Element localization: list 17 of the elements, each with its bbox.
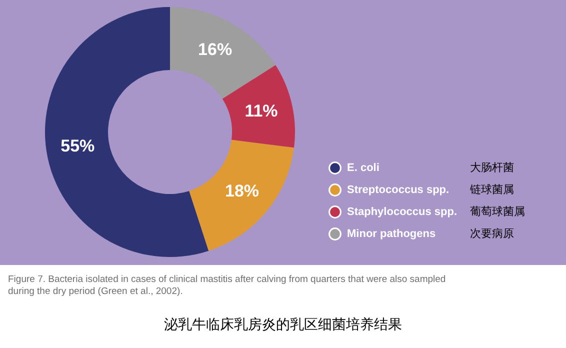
legend-label: Minor pathogens <box>347 228 436 240</box>
data-label: 11% <box>244 102 278 121</box>
data-label: 18% <box>225 182 260 201</box>
legend-label: Staphylococcus spp. <box>347 206 458 218</box>
donut-slice <box>189 140 294 251</box>
legend-label: Streptococcus spp. <box>347 184 450 196</box>
text: 次要病原 <box>470 227 514 240</box>
text: 链球菌属 <box>469 183 514 196</box>
text: 葡萄球菌属 <box>470 205 525 218</box>
legend-label: E. coli <box>347 162 380 174</box>
donut-slice <box>222 65 295 148</box>
text: 泌乳牛临床乳房炎的乳区细菌培养结果 <box>164 317 402 333</box>
donut-slice <box>170 7 276 99</box>
caption: Figure 7. Bacteria isolated in cases of clinical mastitis after calving from quarters that were also sampled during the dry period (Green et al., 2002). <box>8 274 446 297</box>
data-label: 16% <box>198 40 232 60</box>
text: 大肠杆菌 <box>470 161 514 174</box>
data-label: 55% <box>60 136 95 156</box>
